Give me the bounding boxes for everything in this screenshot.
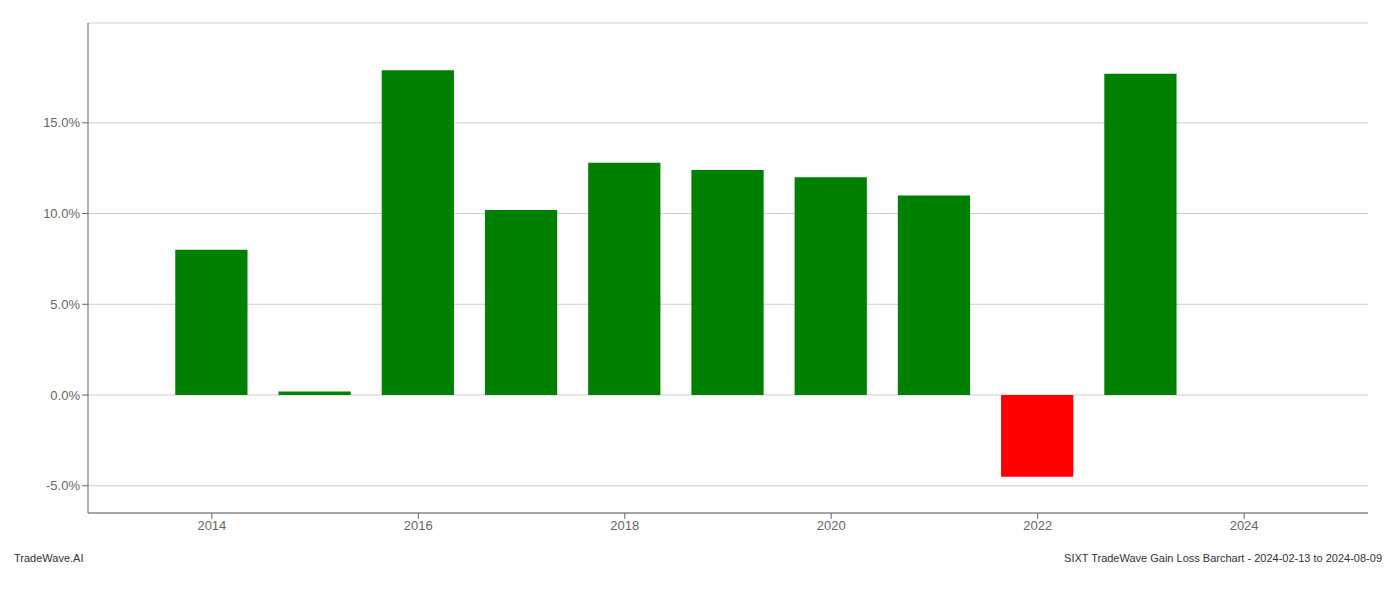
- svg-text:2020: 2020: [817, 518, 846, 533]
- svg-text:0.0%: 0.0%: [50, 388, 80, 403]
- html-text:SIXT TradeWave Gain Loss Barch: SIXT TradeWave Gain Loss Barchart - 2024…: [1064, 552, 1382, 564]
- svg-text:2014: 2014: [197, 518, 226, 533]
- html-text:TradeWave.AI: TradeWave.AI: [14, 552, 84, 564]
- svg-text:5.0%: 5.0%: [50, 297, 80, 312]
- svg-text:2024: 2024: [1230, 518, 1259, 533]
- svg-text:2022: 2022: [1023, 518, 1052, 533]
- svg-text:15.0%: 15.0%: [43, 115, 80, 130]
- svg-text:2016: 2016: [404, 518, 433, 533]
- svg-text:-5.0%: -5.0%: [46, 478, 80, 493]
- svg-text:10.0%: 10.0%: [43, 206, 80, 221]
- svg-text:2018: 2018: [610, 518, 639, 533]
